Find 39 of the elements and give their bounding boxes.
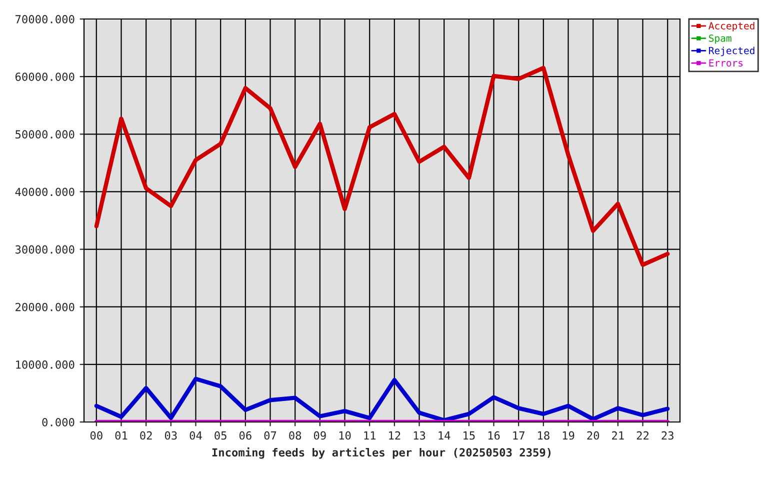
y-tick-label: 40000.000 [15, 188, 74, 196]
x-tick-label: 20 [587, 431, 600, 440]
x-tick-label: 09 [314, 431, 326, 440]
x-tick-label: 16 [488, 431, 500, 440]
y-tick-label: 70000.000 [16, 15, 74, 24]
x-tick-label: 00 [90, 431, 102, 440]
x-tick-label: 19 [562, 431, 574, 440]
y-tick-label: 50000.000 [16, 130, 74, 139]
x-tick-label: 22 [636, 431, 648, 440]
y-tick-label: 30000.000 [16, 245, 74, 254]
x-tick-label: 03 [164, 431, 177, 440]
x-tick-label: 07 [264, 431, 276, 440]
y-tick-label: 10000.000 [16, 360, 74, 369]
legend-label: Rejected [709, 46, 754, 56]
x-tick-label: 15 [464, 431, 475, 440]
line-series [94, 376, 670, 422]
y-tick-label: 0.000 [42, 418, 74, 426]
x-tick-label: 12 [389, 431, 400, 440]
legend-label: Accepted [708, 22, 754, 32]
x-tick-label: 04 [190, 431, 202, 440]
x-tick-label: 13 [414, 431, 426, 440]
x-axis-title: Incoming feeds by articles per hour (20250503 2359) [212, 447, 551, 459]
x-tick-label: 17 [513, 431, 524, 440]
x-tick-label: 10 [339, 431, 351, 440]
x-tick-label: 02 [140, 431, 152, 440]
y-tick-label: 60000.000 [15, 72, 74, 81]
legend-label: Errors [709, 59, 743, 67]
legend-label: Spam [709, 34, 732, 44]
x-tick-label: 21 [612, 431, 624, 440]
x-tick-label: 05 [214, 431, 226, 440]
x-tick-label: 18 [538, 431, 550, 440]
x-tick-label: 23 [662, 431, 674, 440]
x-tick-label: 08 [289, 431, 302, 440]
x-tick-label: 11 [364, 431, 376, 440]
x-tick-label: 01 [115, 431, 128, 440]
x-tick-label: 06 [239, 431, 252, 440]
line-series [94, 66, 670, 267]
x-tick-label: 14 [438, 431, 450, 440]
y-tick-label: 20000.000 [16, 302, 74, 312]
